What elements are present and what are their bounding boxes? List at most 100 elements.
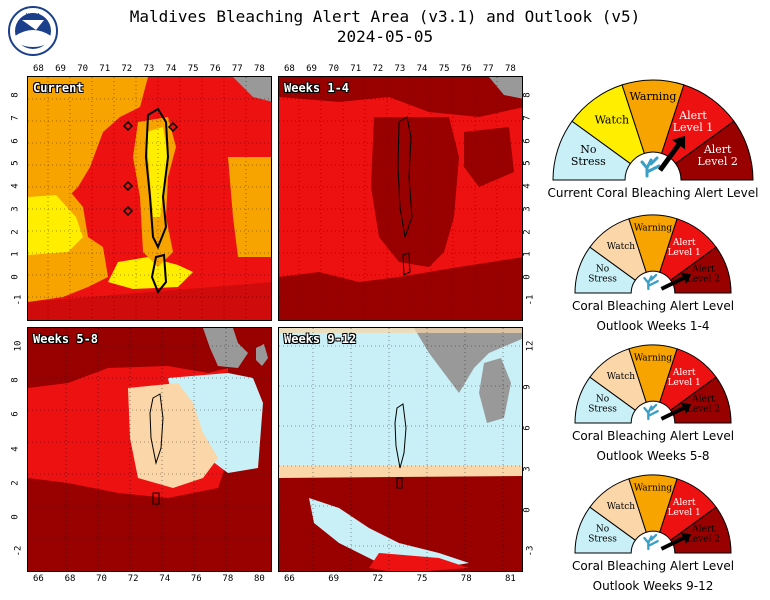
y-tick-label: 12 xyxy=(525,340,536,352)
panel-label: Weeks 5-8 xyxy=(33,332,99,346)
gauge-label-no-stress: No Stress xyxy=(571,143,606,168)
y-tick-label: 1 xyxy=(522,251,533,258)
gauge-needle xyxy=(660,534,688,551)
x-tick-label: 72 xyxy=(372,574,384,584)
x-tick-label: 68 xyxy=(64,574,76,584)
gauge-caption: Coral Bleaching Alert Level xyxy=(571,299,735,313)
x-tick-label: 78 xyxy=(505,64,516,74)
gauge-needle xyxy=(658,139,684,172)
gauge-label-alert-2: Alert Level 2 xyxy=(687,395,720,415)
gauge-label-watch: Watch xyxy=(607,372,635,382)
gauge-needle-head xyxy=(680,402,692,414)
alert-gauge: No Stress Watch Warning Alert Level 1 Alert Lev… xyxy=(538,335,768,463)
gauge-caption-outlook: Outlook Weeks 9-12 xyxy=(592,579,714,593)
y-tick-label: 8 xyxy=(522,92,533,98)
x-tick-label: 76 xyxy=(190,574,202,584)
x-tick-label: 78 xyxy=(222,574,234,584)
gauge-needle-head xyxy=(680,272,692,284)
gauge-label-alert-2: Alert Level 2 xyxy=(687,525,720,545)
y-tick-label: 4 xyxy=(522,183,533,189)
y-tick-label: -2 xyxy=(13,545,24,557)
x-tick-label: 68 xyxy=(284,64,295,74)
alert-gauge: No Stress Watch Warning Alert Level 1 Alert Lev… xyxy=(538,205,768,333)
y-tick-label: 0 xyxy=(522,274,533,280)
y-tick-label: 0 xyxy=(522,507,533,513)
x-tick-label: 77 xyxy=(231,64,243,74)
page-title: Maldives Bleaching Alert Area (v3.1) and… xyxy=(129,7,641,26)
panel-label: Current xyxy=(33,81,84,95)
y-tick-label: 8 xyxy=(10,92,21,98)
gauge-label-no-stress: No Stress xyxy=(588,265,617,285)
gauge-label-warning: Warning xyxy=(634,354,673,364)
x-tick-label: 75 xyxy=(438,64,450,74)
noaa-logo: NOAA xyxy=(8,6,58,56)
x-tick-label: 72 xyxy=(372,64,384,74)
x-tick-label: 70 xyxy=(77,64,89,74)
map-panel-weeks-5-8: Weeks 5-8 xyxy=(27,327,272,572)
y-tick-label: 7 xyxy=(522,115,533,121)
x-tick-label: 74 xyxy=(165,64,177,74)
y-tick-label: 4 xyxy=(10,183,21,189)
x-tick-label: 74 xyxy=(416,64,428,74)
x-tick-label: 72 xyxy=(121,64,133,74)
gauge-label-watch: Watch xyxy=(607,242,635,252)
gauge-label-alert-1: Alert Level 1 xyxy=(668,498,701,518)
x-tick-label: 75 xyxy=(416,574,428,584)
x-tick-label: 68 xyxy=(33,64,44,74)
coral-icon xyxy=(643,273,659,291)
y-tick-label: 5 xyxy=(522,160,533,167)
gauge-label-warning: Warning xyxy=(634,484,673,494)
gauge-label-warning: Warning xyxy=(630,90,677,103)
x-tick-label: 66 xyxy=(33,574,44,584)
x-tick-label: 73 xyxy=(143,64,155,74)
panel-label: Weeks 1-4 xyxy=(284,81,350,95)
y-tick-label: 9 xyxy=(522,384,533,390)
y-tick-label: -1 xyxy=(13,294,24,306)
coral-icon xyxy=(643,533,659,551)
x-tick-label: 69 xyxy=(55,64,66,74)
x-tick-label: 69 xyxy=(306,64,317,74)
y-tick-label: 7 xyxy=(10,115,21,121)
panel-label: Weeks 9-12 xyxy=(284,332,357,346)
y-tick-label: 2 xyxy=(10,479,21,486)
y-tick-label: 2 xyxy=(522,228,533,235)
y-tick-label: -3 xyxy=(525,545,536,557)
x-tick-label: 71 xyxy=(350,64,362,74)
x-tick-label: 80 xyxy=(254,574,265,584)
x-tick-label: 81 xyxy=(505,574,516,584)
x-tick-label: 74 xyxy=(159,574,171,584)
gauge-needle xyxy=(660,274,688,291)
gauge-caption-outlook: Outlook Weeks 1-4 xyxy=(596,319,710,333)
gauge-label-no-stress: No Stress xyxy=(588,395,617,415)
x-tick-label: 77 xyxy=(482,64,494,74)
gauge-caption: Current Coral Bleaching Alert Level xyxy=(547,186,759,200)
x-tick-label: 69 xyxy=(328,574,340,584)
gauge-label-alert-2: Alert Level 2 xyxy=(697,143,738,168)
gauge-caption-outlook: Outlook Weeks 5-8 xyxy=(596,449,710,463)
x-tick-label: 78 xyxy=(254,64,265,74)
x-tick-label: 72 xyxy=(127,574,139,584)
gauge-label-alert-1: Alert Level 1 xyxy=(673,109,714,134)
gauge-label-alert-1: Alert Level 1 xyxy=(668,238,701,258)
x-tick-label: 76 xyxy=(460,64,472,74)
y-tick-label: 6 xyxy=(522,425,533,431)
gauge-label-alert-2: Alert Level 2 xyxy=(687,265,720,285)
map-panel-current: Current xyxy=(27,76,272,321)
x-tick-label: 75 xyxy=(187,64,199,74)
y-tick-label: -1 xyxy=(525,294,536,306)
gauge-caption: Coral Bleaching Alert Level xyxy=(571,429,735,443)
x-tick-label: 71 xyxy=(99,64,111,74)
y-tick-label: 4 xyxy=(10,445,21,452)
y-tick-label: 3 xyxy=(522,466,533,472)
gauge-dial: No Stress Watch Warning Alert Level 1 Alert Lev… xyxy=(574,214,732,294)
coral-icon xyxy=(643,403,659,421)
map-panel-weeks-9-12: Weeks 9-12 xyxy=(278,327,523,572)
gauge-label-watch: Watch xyxy=(595,113,630,126)
gauge-label-warning: Warning xyxy=(634,224,673,234)
y-tick-label: 6 xyxy=(10,137,21,144)
y-tick-label: 0 xyxy=(10,514,21,520)
y-tick-label: 10 xyxy=(13,340,24,352)
